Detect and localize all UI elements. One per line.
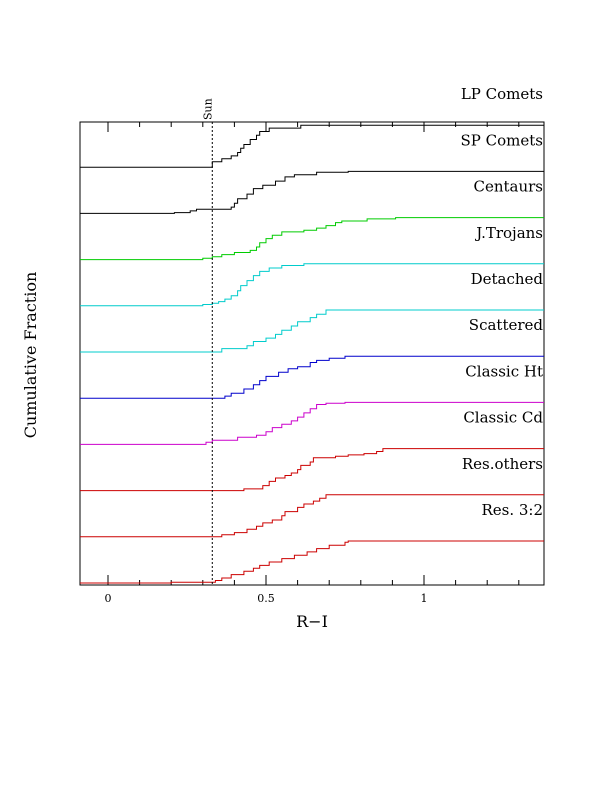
x-axis-label: R−I (296, 612, 328, 631)
series-label: Classic Cd (463, 409, 543, 427)
y-axis-label: Cumulative Fraction (21, 272, 40, 439)
x-tick-labels: 0 0.5 1 (105, 592, 428, 605)
curve-classic-cd (80, 448, 544, 492)
curve-j-trojans (80, 263, 544, 307)
sun-label: Sun (201, 98, 214, 120)
series-curves (80, 124, 544, 584)
series-label: Res. 3:2 (481, 501, 543, 519)
curve-res-others (80, 494, 544, 538)
axis-ticks (107, 122, 520, 585)
series-label: Detached (471, 270, 544, 288)
plot-frame (79, 121, 545, 586)
curve-scattered (80, 355, 544, 399)
curve-res-3-2 (80, 540, 544, 584)
curve-classic-ht (80, 401, 544, 445)
x-tick-label: 1 (421, 592, 428, 605)
series-label: J.Trojans (474, 224, 543, 242)
x-tick-label: 0.5 (257, 592, 275, 605)
series-label: Res.others (462, 455, 543, 473)
curve-lp-comets (80, 124, 544, 168)
series-label: Classic Ht (465, 362, 543, 380)
x-tick-label: 0 (105, 592, 112, 605)
curve-detached (80, 309, 544, 353)
series-label: SP Comets (461, 131, 543, 149)
curve-sp-comets (80, 170, 544, 214)
curve-centaurs (80, 217, 544, 261)
series-label: Centaurs (473, 178, 543, 196)
series-labels: LP Comets SP Comets Centaurs J.Trojans Detac… (461, 85, 544, 519)
series-label: Scattered (469, 316, 544, 334)
series-label: LP Comets (461, 85, 543, 103)
